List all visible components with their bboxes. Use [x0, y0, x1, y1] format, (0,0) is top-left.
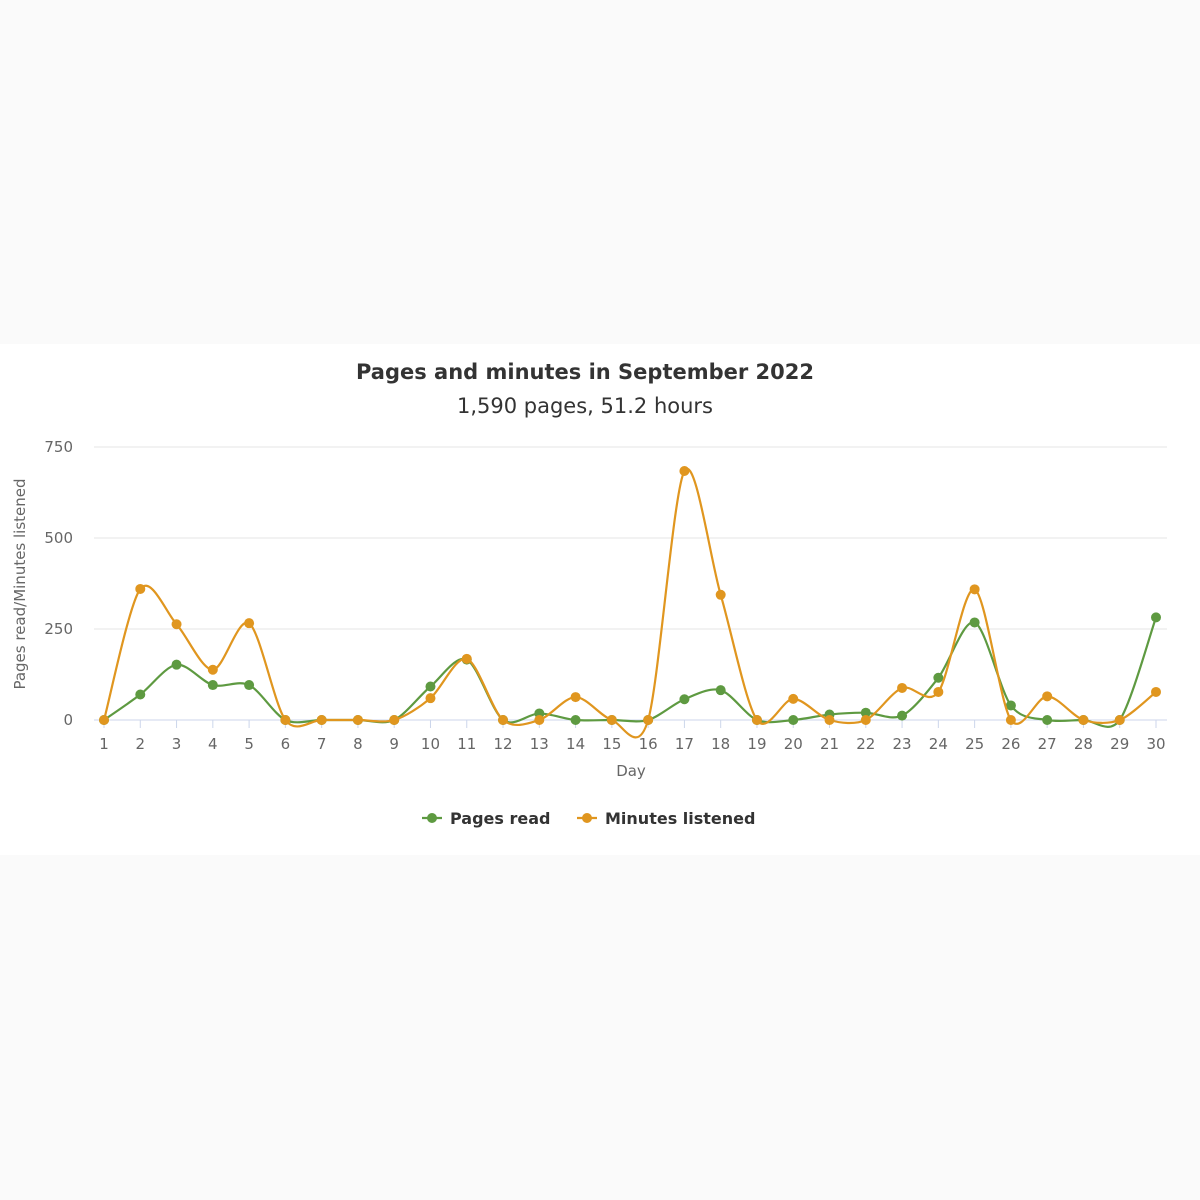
x-tick-label: 6	[281, 735, 291, 753]
data-point	[99, 715, 109, 725]
data-point	[788, 693, 799, 704]
data-point	[171, 659, 182, 670]
y-tick-label: 0	[63, 711, 73, 729]
data-point	[1151, 612, 1161, 623]
data-point	[933, 672, 944, 683]
data-point	[1151, 686, 1161, 697]
chart-title: Pages and minutes in September 2022	[356, 360, 814, 384]
x-tick-label: 19	[747, 735, 766, 753]
data-point	[135, 689, 146, 700]
x-tick-label: 20	[784, 735, 803, 753]
data-point	[207, 680, 218, 691]
legend-label: Pages read	[450, 809, 550, 828]
x-tick-label: 25	[965, 735, 984, 753]
data-point	[1042, 715, 1053, 725]
x-tick-label: 12	[493, 735, 512, 753]
data-point	[606, 715, 617, 725]
series-2	[99, 466, 1161, 739]
x-tick-label: 10	[421, 735, 440, 753]
legend-marker	[582, 813, 592, 823]
data-point	[1005, 715, 1016, 725]
data-point	[1005, 700, 1016, 711]
data-point	[244, 618, 255, 629]
x-tick-label: 1	[99, 735, 109, 753]
chart-subtitle: 1,590 pages, 51.2 hours	[457, 394, 713, 418]
data-point	[425, 693, 436, 704]
x-tick-label: 18	[711, 735, 730, 753]
x-tick-label: 9	[389, 735, 399, 753]
data-point	[389, 715, 400, 725]
data-point	[897, 710, 908, 721]
x-tick-label: 27	[1038, 735, 1057, 753]
data-point	[352, 715, 363, 725]
data-point	[860, 707, 871, 718]
x-tick-label: 23	[893, 735, 912, 753]
data-point	[643, 715, 654, 725]
data-point	[570, 692, 581, 703]
x-tick-label: 30	[1146, 735, 1165, 753]
data-point	[969, 584, 980, 595]
x-tick-label: 8	[353, 735, 363, 753]
legend-label: Minutes listened	[605, 809, 755, 828]
data-point	[316, 715, 327, 725]
data-point	[534, 715, 545, 725]
data-point	[171, 619, 182, 630]
x-tick-label: 26	[1001, 735, 1020, 753]
data-point	[860, 715, 871, 725]
data-point	[461, 653, 472, 664]
data-point	[570, 715, 581, 725]
x-tick-label: 21	[820, 735, 839, 753]
data-point	[715, 589, 726, 600]
y-tick-label: 750	[44, 438, 73, 456]
x-tick-label: 3	[172, 735, 182, 753]
x-tick-label: 24	[929, 735, 948, 753]
data-point	[244, 680, 255, 691]
x-tick-label: 11	[457, 735, 476, 753]
line-chart: Pages and minutes in September 2022 1,59…	[11, 360, 1167, 828]
x-tick-label: 5	[244, 735, 254, 753]
x-tick-label: 4	[208, 735, 218, 753]
y-tick-label: 250	[44, 620, 73, 638]
x-tick-label: 17	[675, 735, 694, 753]
data-point	[1078, 715, 1089, 725]
data-point	[751, 715, 762, 725]
y-tick-label: 500	[44, 529, 73, 547]
data-point	[788, 715, 799, 725]
legend-item: Pages read	[422, 809, 550, 828]
data-point	[207, 664, 218, 675]
x-tick-label: 22	[856, 735, 875, 753]
data-point	[715, 685, 726, 696]
data-point	[498, 715, 509, 725]
x-tick-label: 14	[566, 735, 585, 753]
data-point	[679, 694, 690, 705]
data-point	[933, 686, 944, 697]
series-1	[99, 612, 1161, 728]
legend-marker	[427, 813, 437, 823]
x-tick-label: 29	[1110, 735, 1129, 753]
x-tick-label: 13	[530, 735, 549, 753]
data-point	[897, 682, 908, 693]
x-tick-label: 7	[317, 735, 327, 753]
data-point	[1042, 691, 1053, 702]
data-point	[280, 715, 291, 725]
data-point	[679, 466, 690, 477]
x-tick-label: 16	[639, 735, 658, 753]
data-point	[135, 583, 146, 594]
data-point	[824, 715, 835, 725]
x-axis-title: Day	[616, 762, 646, 780]
data-point	[969, 617, 980, 628]
data-point	[1114, 715, 1125, 725]
x-tick-label: 15	[602, 735, 621, 753]
y-axis-title: Pages read/Minutes listened	[11, 478, 29, 689]
chart-card: Pages and minutes in September 2022 1,59…	[0, 344, 1200, 855]
x-tick-label: 28	[1074, 735, 1093, 753]
x-tick-label: 2	[136, 735, 146, 753]
data-point	[425, 681, 436, 692]
legend-item: Minutes listened	[577, 809, 755, 828]
